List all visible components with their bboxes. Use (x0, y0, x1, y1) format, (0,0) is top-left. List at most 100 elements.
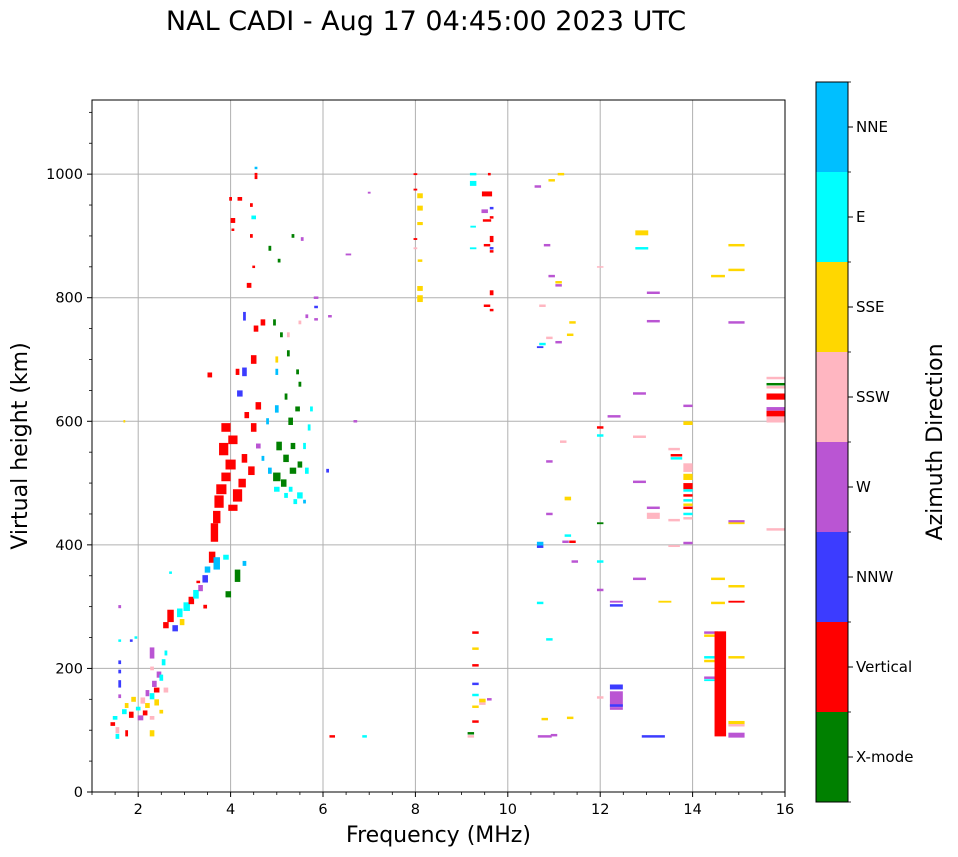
data-point-e (683, 489, 693, 492)
data-point-e (470, 225, 476, 228)
data-point-sse (541, 717, 548, 721)
data-point-vertical (260, 319, 266, 326)
data-point-vertical (153, 687, 160, 693)
data-point-ssw (668, 518, 680, 522)
chart-title: NAL CADI - Aug 17 04:45:00 2023 UTC (165, 6, 687, 37)
data-point-nne (275, 368, 279, 375)
data-point-x-mode (280, 479, 287, 487)
data-point-w (537, 735, 552, 738)
colorbar-swatch-x-mode (816, 712, 848, 802)
data-point-w (766, 407, 785, 411)
data-point-w (728, 520, 745, 523)
x-tick-label: 16 (776, 802, 794, 818)
data-point-x-mode (225, 591, 232, 598)
data-point-e (596, 560, 604, 563)
data-point-w (256, 443, 261, 449)
data-point-vertical (683, 506, 693, 510)
data-point-e (251, 215, 257, 220)
data-point-nnw (609, 604, 623, 607)
data-point-w (646, 506, 660, 510)
data-point-vertical (252, 265, 256, 269)
data-point-vertical (482, 219, 492, 222)
data-point-w (571, 560, 579, 563)
data-point-e (635, 247, 649, 250)
x-tick-label: 14 (683, 802, 701, 818)
data-point-sse (711, 601, 725, 605)
colorbar-tick-label: X-mode (856, 748, 913, 766)
data-point-nne (254, 166, 258, 170)
data-point-sse (149, 730, 155, 737)
data-point-vertical (221, 423, 231, 432)
data-point-e (135, 706, 141, 711)
data-point-w (534, 185, 542, 188)
data-point-vertical (250, 203, 253, 207)
data-point-vertical (110, 722, 116, 726)
data-point-w (546, 512, 553, 516)
data-point-e (546, 638, 553, 641)
data-point-x-mode (277, 258, 281, 263)
data-point-w (152, 680, 157, 687)
data-point-w (149, 647, 155, 659)
data-point-x-mode (286, 350, 290, 357)
data-point-nnw (536, 545, 544, 548)
data-point-ssw (683, 517, 693, 520)
data-point-vertical (229, 197, 232, 201)
data-point-vertical (487, 172, 491, 176)
data-point-e (536, 601, 544, 605)
colorbar-tick-label: NNE (856, 118, 888, 136)
y-tick-label: 600 (55, 414, 83, 430)
data-point-vertical (214, 495, 224, 508)
data-point-e (159, 674, 164, 681)
data-point-vertical (238, 478, 246, 488)
data-point-vertical (413, 238, 418, 240)
data-point-w (728, 732, 745, 738)
data-point-nne (268, 467, 272, 474)
data-point-sse (683, 421, 693, 425)
data-point-sse (124, 703, 129, 708)
data-point-w (704, 631, 719, 634)
data-point-nnw (489, 206, 494, 210)
data-point-w (118, 694, 122, 699)
data-point-vertical (225, 459, 236, 470)
data-point-w (562, 540, 569, 544)
data-point-x-mode (295, 406, 300, 412)
data-point-x-mode (283, 454, 289, 463)
data-point-nnw (242, 367, 247, 377)
data-point-nnw (489, 247, 494, 250)
data-point-w (550, 733, 558, 737)
data-point-vertical (230, 218, 236, 223)
data-point-x-mode (596, 522, 604, 525)
data-point-sse (555, 281, 562, 284)
data-point-vertical (248, 466, 255, 476)
y-axis-label: Virtual height (km) (8, 342, 33, 549)
data-point-w (609, 600, 623, 603)
data-point-x-mode (276, 441, 282, 451)
data-point-vertical (244, 412, 250, 419)
data-point-vertical (489, 235, 494, 243)
data-point-x-mode (290, 442, 296, 450)
data-point-w (646, 291, 660, 295)
data-point-nnw (609, 684, 623, 690)
data-point-e (284, 492, 288, 498)
data-point-nne (266, 418, 269, 425)
data-point-ssw (596, 266, 604, 268)
data-point-vertical (329, 735, 336, 738)
data-point-vertical (237, 197, 243, 201)
x-tick-label: 10 (499, 802, 517, 818)
data-point-x-mode (298, 381, 302, 387)
data-point-w (596, 588, 604, 592)
data-point-w (118, 605, 122, 609)
data-point-vertical (483, 304, 491, 307)
data-point-vertical (235, 368, 240, 375)
data-point-sse (417, 259, 423, 262)
data-point-vertical (481, 191, 493, 197)
data-point-vertical (483, 243, 491, 247)
data-point-sse (154, 699, 159, 706)
data-point-e (223, 554, 229, 560)
data-point-w (546, 460, 553, 463)
data-point-nne (536, 541, 544, 546)
data-point-sse (728, 522, 745, 525)
data-point-sse (683, 503, 693, 506)
data-point-ssw (115, 727, 120, 734)
data-point-nnw (641, 735, 665, 738)
